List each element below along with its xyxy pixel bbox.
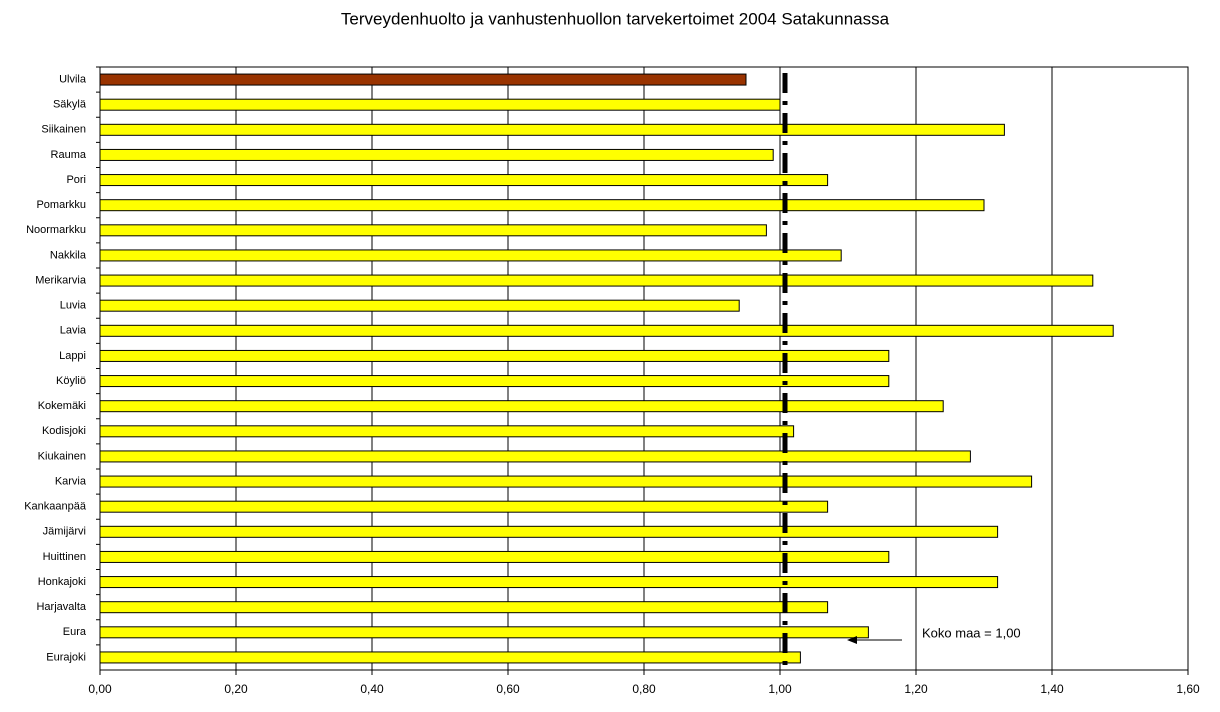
bar: [99, 274, 1094, 287]
bar: [99, 224, 767, 237]
bar: [99, 349, 890, 362]
bar: [99, 148, 774, 161]
y-tick-label: Ulvila: [59, 73, 87, 85]
bar: [99, 375, 890, 388]
y-tick-label: Kodisjoki: [42, 425, 86, 437]
bar: [99, 651, 801, 664]
bar: [99, 73, 747, 86]
y-tick-label: Rauma: [51, 149, 87, 161]
bar: [99, 199, 985, 212]
x-tick-label: 0,00: [88, 682, 112, 696]
bar: [99, 249, 842, 262]
y-tick-label: Nakkila: [50, 249, 87, 261]
x-tick-label: 0,80: [632, 682, 656, 696]
y-tick-label: Harjavalta: [36, 601, 86, 613]
bar: [99, 450, 971, 463]
y-tick-label: Kokemäki: [38, 400, 86, 412]
bar: [99, 400, 944, 413]
y-tick-label: Pomarkku: [36, 199, 86, 211]
y-tick-label: Kankaanpää: [24, 501, 87, 513]
x-tick-label: 0,20: [224, 682, 248, 696]
y-tick-label: Merikarvia: [35, 274, 87, 286]
y-tick-label: Honkajoki: [38, 576, 86, 588]
x-tick-label: 0,60: [496, 682, 520, 696]
bar: [99, 601, 829, 614]
y-tick-label: Eurajoki: [46, 651, 86, 663]
bar: [99, 525, 999, 538]
y-tick-label: Siikainen: [41, 124, 86, 136]
y-tick-label: Lavia: [60, 325, 87, 337]
y-tick-label: Jämijärvi: [43, 526, 86, 538]
bar: [99, 299, 740, 312]
y-tick-label: Noormarkku: [26, 224, 86, 236]
y-tick-label: Kiukainen: [38, 450, 86, 462]
x-tick-label: 1,60: [1176, 682, 1200, 696]
bar: [99, 98, 781, 111]
annotation: Koko maa = 1,00: [922, 625, 1021, 640]
x-tick-label: 0,40: [360, 682, 384, 696]
y-tick-label: Pori: [66, 174, 86, 186]
bar: [99, 425, 795, 438]
x-tick-label: 1,00: [768, 682, 792, 696]
y-tick-label: Eura: [63, 626, 87, 638]
y-tick-label: Karvia: [55, 475, 87, 487]
x-tick-label: 1,40: [1040, 682, 1064, 696]
bar: [99, 500, 829, 513]
bar: [99, 576, 999, 589]
chart-title: Terveydenhuolto ja vanhustenhuollon tarv…: [341, 9, 890, 28]
bar: [99, 550, 890, 563]
bar: [99, 174, 829, 187]
y-tick-label: Lappi: [59, 350, 86, 362]
bar: [99, 475, 1033, 488]
x-tick-label: 1,20: [904, 682, 928, 696]
y-tick-label: Säkylä: [53, 99, 87, 111]
bar: [99, 123, 1005, 136]
annotation-arrowhead: [847, 636, 857, 644]
bar: [99, 324, 1114, 337]
y-tick-label: Huittinen: [43, 551, 86, 563]
y-tick-label: Köyliö: [56, 375, 86, 387]
bar: [99, 626, 869, 639]
y-tick-label: Luvia: [60, 300, 87, 312]
